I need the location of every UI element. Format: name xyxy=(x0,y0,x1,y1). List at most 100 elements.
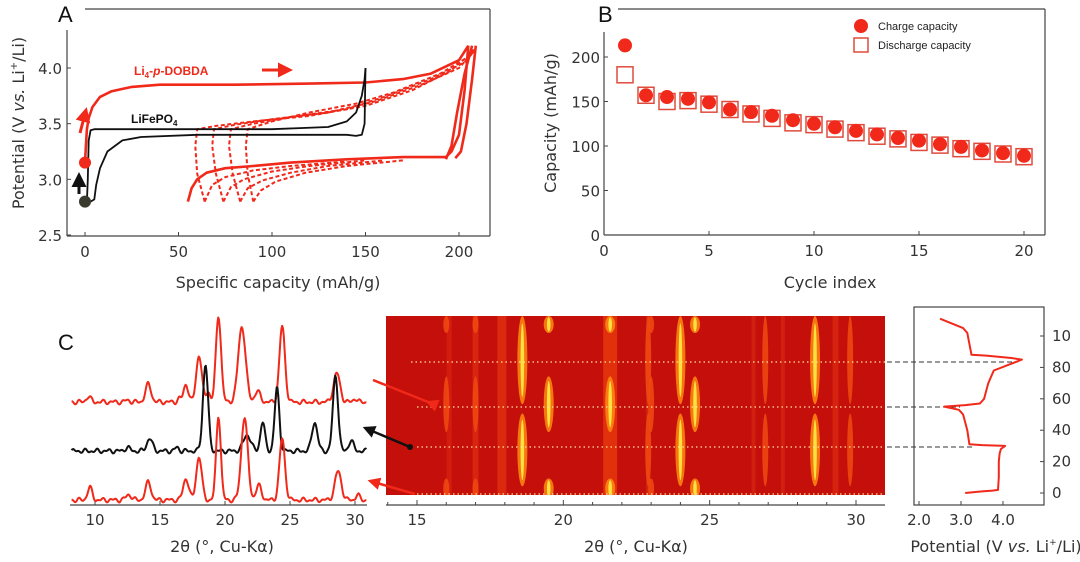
lfp-base: LiFePO xyxy=(131,112,173,126)
xrd-pattern xyxy=(71,316,367,406)
heatmap-peak xyxy=(648,316,655,334)
panel-a-x-tick-label: 150 xyxy=(351,243,380,261)
discharge-point xyxy=(616,66,634,84)
panel-a-start-marker xyxy=(79,195,91,208)
panel-a-axes xyxy=(66,8,491,237)
panel-b-points xyxy=(616,38,1033,166)
heatmap-peak xyxy=(472,316,479,334)
discharge-point xyxy=(805,115,823,134)
panel-c-label: C xyxy=(58,330,74,355)
panel-b-y-tick-label: 100 xyxy=(571,138,600,156)
panel-b-x-tick-label: 15 xyxy=(909,242,928,260)
heatmap-peak-core xyxy=(608,381,612,428)
heatmap-peak-core xyxy=(608,480,612,495)
potential-curve-line xyxy=(939,317,1023,494)
xrd-x-tick-label: 25 xyxy=(280,511,299,529)
legend-charge-marker-icon xyxy=(854,19,868,33)
charge-point xyxy=(681,91,695,106)
heatmap-peak-core xyxy=(813,323,817,397)
panel-a-series xyxy=(83,44,478,203)
heatmap-x-label: 2θ (°, Cu-Kα) xyxy=(584,537,688,556)
charge-point xyxy=(933,137,947,152)
heatmap-peak-core xyxy=(546,381,551,428)
charge-point xyxy=(828,120,842,135)
lfp-annotation: LiFePO4 xyxy=(131,112,178,128)
potential-y-tick-label: 60 xyxy=(1052,390,1071,408)
panel-a-curve xyxy=(203,160,347,203)
panel-a-x-tick-label: 100 xyxy=(258,243,287,261)
heatmap-peak xyxy=(648,376,655,433)
charge-point xyxy=(744,105,758,120)
lfp-sub4: 4 xyxy=(173,119,178,128)
xrd-x-tick-label: 10 xyxy=(85,511,104,529)
charge-point xyxy=(702,95,716,110)
charge-point xyxy=(849,123,863,138)
panel-b-y-tick-label: 200 xyxy=(571,49,600,67)
panel-a-x-tick-label: 200 xyxy=(445,243,474,261)
potential-guides xyxy=(887,361,1018,448)
panel-b-x-label: Cycle index xyxy=(784,273,877,292)
panel-b-y-tick-label: 150 xyxy=(571,94,600,112)
discharge-point xyxy=(994,145,1012,163)
heatmap-band xyxy=(832,316,839,495)
heatmap-x-tick-label: 15 xyxy=(407,511,426,529)
pot-label-part: Potential (V xyxy=(910,537,1007,556)
heatmap-peak-core xyxy=(813,419,817,481)
panel-a-y-tick-label: 3.0 xyxy=(38,171,62,189)
connector-middle-arrow xyxy=(362,426,411,449)
dobda-li: Li xyxy=(134,64,145,78)
heatmap-peak-core xyxy=(520,323,525,397)
panel-a-y-label-vs: vs. xyxy=(9,89,28,112)
dobda-dash: - xyxy=(149,64,153,78)
dobda-sub4: 4 xyxy=(145,71,150,80)
potential-y-tick-label: 0 xyxy=(1052,484,1062,502)
panel-a-markers xyxy=(79,156,91,208)
discharge-point xyxy=(1015,147,1033,166)
panel-a-curve xyxy=(83,44,470,163)
xrd-x-tick-label: 20 xyxy=(215,511,234,529)
heatmap-background xyxy=(386,316,885,495)
panel-c: C 10 15 20 25 30 2θ (°, Cu-Kα) 15 20 25 30 2θ (… xyxy=(58,306,1080,556)
charge-point xyxy=(639,88,653,103)
panel-a-x-tick-label: 50 xyxy=(169,243,188,261)
panel-b-x-tick-label: 10 xyxy=(804,242,823,260)
dobda-annotation: Li4-p-DOBDA xyxy=(134,64,209,80)
panel-b: B 0 5 10 15 20 0 50 100 150 200 Cycle index Capa… xyxy=(541,2,1046,292)
charge-point xyxy=(996,146,1010,161)
charge-point xyxy=(891,130,905,145)
potential-x-tick-label: 3.0 xyxy=(949,511,973,529)
heatmap-band xyxy=(497,316,507,495)
pot-label-li: Li xyxy=(1031,537,1049,556)
panel-a-y-tick-label: 2.5 xyxy=(38,227,62,245)
discharge-point xyxy=(721,100,739,119)
discharge-point xyxy=(973,142,991,161)
potential-x-tick-label: 2.0 xyxy=(907,511,931,529)
heatmap-marked-rows xyxy=(411,361,885,495)
panel-a-x-tick-label: 0 xyxy=(80,243,90,261)
heatmap-peak xyxy=(443,376,450,433)
legend-discharge-marker-icon xyxy=(853,37,869,53)
heatmap-peak-core xyxy=(546,480,551,495)
panel-a-curve xyxy=(86,67,367,202)
panel-b-label: B xyxy=(598,2,613,27)
xrd-pattern xyxy=(71,416,367,504)
heatmap-peak-core xyxy=(693,381,697,428)
panel-a-label: A xyxy=(58,2,73,27)
panel-a-curve xyxy=(239,159,385,203)
heatmap-peak xyxy=(443,478,450,495)
panel-b-x-tick-label: 0 xyxy=(599,242,609,260)
charge-point xyxy=(912,133,926,148)
panel-b-y-tick-label: 50 xyxy=(581,183,600,201)
potential-x-tick-label: 4.0 xyxy=(991,511,1015,529)
panel-a-y-label-li: Li xyxy=(9,70,28,88)
heatmap-x-tick-label: 20 xyxy=(554,511,573,529)
panel-a-y-label-sup: + xyxy=(9,62,20,70)
panel-a-y-label: Potential (V vs. Li+/Li) xyxy=(9,37,28,209)
panel-a-curve xyxy=(444,45,474,160)
xrd-pattern xyxy=(70,364,368,455)
charge-point xyxy=(660,90,674,105)
heatmap-peak-core xyxy=(678,419,683,481)
charge-point xyxy=(1017,148,1031,163)
charge-point xyxy=(723,102,737,117)
panel-a-y-tick-label: 4.0 xyxy=(38,60,62,78)
